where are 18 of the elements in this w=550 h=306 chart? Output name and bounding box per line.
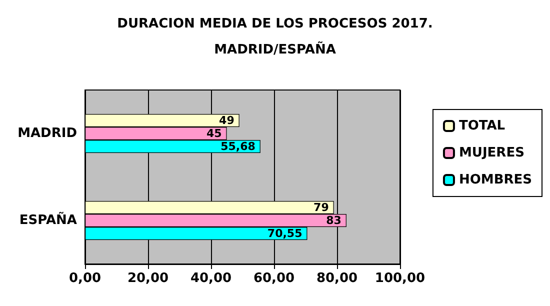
data-label: 45 [206,127,222,140]
x-tick-label: 0,00 [68,271,102,286]
y-tick-label: ESPAÑA [19,211,77,228]
data-label: 70,55 [267,227,302,240]
legend-label: MUJERES [458,146,524,160]
x-tick-label: 20,00 [127,271,169,286]
legend-label: TOTAL [458,118,506,134]
chart-title: DURACION MEDIA DE LOS PROCESOS 2017. MADRID/ESPAÑA [117,16,433,58]
data-label: 83 [326,214,342,227]
legend-label: HOMBRES [458,172,532,188]
x-tick-label: 60,00 [253,271,295,286]
x-tick-label: 40,00 [190,271,232,286]
y-tick-label: MADRID [18,126,78,141]
data-label: 79 [314,201,329,214]
x-tick-label: 100,00 [374,271,426,286]
data-label: 49 [219,114,234,127]
data-label: 55,68 [220,140,256,153]
x-tick-label: 80,00 [316,271,358,286]
